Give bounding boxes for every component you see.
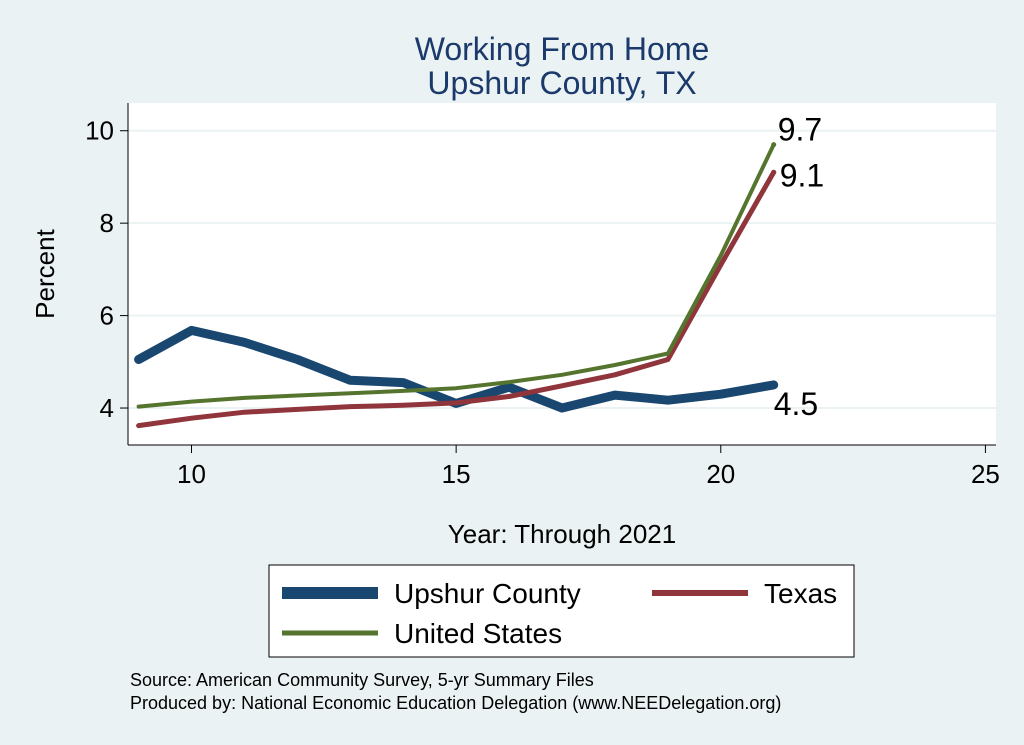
legend-label: Upshur County bbox=[394, 578, 581, 609]
end-value-label: 4.5 bbox=[774, 386, 818, 422]
legend: Upshur County Texas United States bbox=[282, 578, 837, 649]
source-note: Source: American Community Survey, 5-yr … bbox=[130, 670, 594, 690]
y-ticks: 4 6 8 10 bbox=[85, 116, 128, 423]
end-value-label: 9.1 bbox=[780, 157, 824, 193]
x-axis-label: Year: Through 2021 bbox=[448, 519, 676, 549]
x-ticks: 10 15 20 25 bbox=[177, 445, 1000, 489]
x-tick-label: 15 bbox=[442, 459, 471, 489]
y-tick-label: 8 bbox=[100, 208, 114, 238]
x-tick-label: 20 bbox=[706, 459, 735, 489]
producer-note: Produced by: National Economic Education… bbox=[130, 693, 781, 713]
series-line-united-states bbox=[136, 142, 776, 409]
chart-title-line-2: Upshur County, TX bbox=[427, 65, 696, 101]
end-marker-united-states bbox=[771, 142, 777, 148]
plot-area bbox=[128, 103, 996, 445]
y-tick-label: 10 bbox=[85, 116, 114, 146]
legend-label: Texas bbox=[764, 578, 837, 609]
x-tick-label: 25 bbox=[971, 459, 1000, 489]
y-tick-label: 6 bbox=[100, 301, 114, 331]
chart-title-line-1: Working From Home bbox=[415, 31, 710, 67]
end-labels: 4.5 9.1 9.7 bbox=[771, 112, 824, 422]
end-marker-upshur-county bbox=[771, 382, 777, 388]
y-axis-label: Percent bbox=[30, 228, 60, 318]
end-marker-texas bbox=[771, 169, 777, 175]
y-tick-label: 4 bbox=[100, 393, 114, 423]
x-tick-label: 10 bbox=[177, 459, 206, 489]
legend-label: United States bbox=[394, 618, 562, 649]
end-value-label: 9.7 bbox=[778, 112, 822, 148]
series-line-texas bbox=[136, 169, 777, 429]
series-lines bbox=[134, 142, 779, 429]
legend-box bbox=[268, 564, 855, 658]
